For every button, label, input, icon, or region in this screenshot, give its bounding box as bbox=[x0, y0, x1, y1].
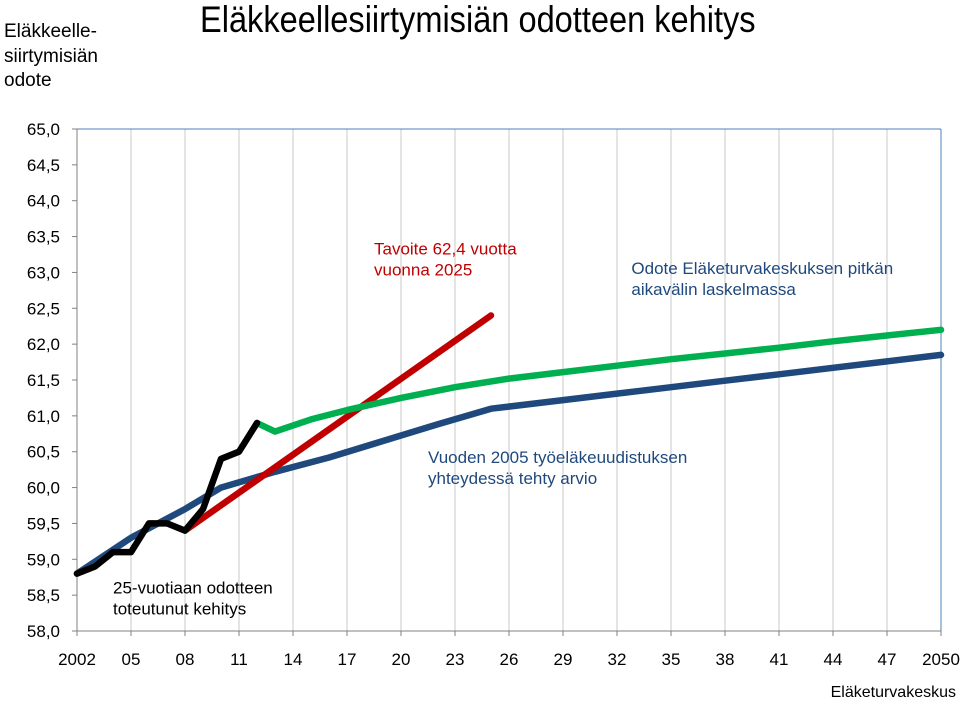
axes: 65,0 64,5 64,0 63,5 63,0 62,5 62,0 61,5 61,0 60,5… bbox=[27, 120, 960, 669]
y-tick-label: 61,5 bbox=[27, 371, 60, 390]
y-tick-label: 62,5 bbox=[27, 299, 60, 318]
x-tick-label: 41 bbox=[770, 650, 789, 669]
x-tick-label: 32 bbox=[608, 650, 627, 669]
series-annotation: Tavoite 62,4 vuotta bbox=[374, 240, 517, 259]
y-axis-label: Eläkkeelle- siirtymisiän odote bbox=[4, 20, 124, 94]
x-tick-label: 23 bbox=[446, 650, 465, 669]
y-axis-label-line: odote bbox=[4, 70, 52, 91]
series-annotation: yhteydessä tehty arvio bbox=[428, 469, 597, 488]
series-annotation: vuonna 2025 bbox=[374, 261, 472, 280]
annotations: 25-vuotiaan odotteen toteutunut kehitys Ta… bbox=[113, 240, 893, 619]
grid bbox=[130, 129, 942, 631]
source-credit: Eläketurvakeskus bbox=[830, 684, 956, 701]
y-tick-label: 64,5 bbox=[27, 156, 60, 175]
x-tick-label: 17 bbox=[338, 650, 357, 669]
x-tick-label: 47 bbox=[878, 650, 897, 669]
x-tick-label: 20 bbox=[392, 650, 411, 669]
y-tick-label: 60,5 bbox=[27, 443, 60, 462]
y-axis-label-line: siirtymisiän bbox=[4, 45, 98, 67]
y-tick-label: 62,0 bbox=[27, 335, 60, 354]
x-tick-label: 44 bbox=[824, 650, 843, 669]
y-tick-label: 61,0 bbox=[27, 407, 60, 426]
series-line bbox=[253, 326, 945, 435]
y-tick-label: 65,0 bbox=[27, 120, 60, 139]
y-tick-label: 59,5 bbox=[27, 514, 60, 533]
x-tick-label: 29 bbox=[554, 650, 573, 669]
y-tick-label: 63,0 bbox=[27, 263, 60, 282]
y-tick-label: 63,5 bbox=[27, 228, 60, 247]
x-tick-label: 11 bbox=[230, 650, 248, 669]
series-line bbox=[181, 312, 495, 534]
x-tick-label: 05 bbox=[122, 650, 141, 669]
x-tick-label: 35 bbox=[662, 650, 681, 669]
x-tick-label: 2002 bbox=[58, 650, 96, 669]
series-annotation: 25-vuotiaan odotteen bbox=[113, 579, 273, 598]
x-tick-label: 38 bbox=[716, 650, 735, 669]
y-axis-label-line: Eläkkeelle- bbox=[4, 21, 97, 42]
x-tick-label: 14 bbox=[284, 650, 303, 669]
y-tick-label: 58,0 bbox=[27, 622, 60, 641]
series-annotation: Vuoden 2005 työeläkeuudistuksen bbox=[428, 448, 687, 467]
x-tick-label: 26 bbox=[500, 650, 519, 669]
series-annotation: Odote Eläketurvakeskuksen pitkän bbox=[631, 259, 893, 278]
y-tick-label: 64,0 bbox=[27, 192, 60, 211]
x-tick-label: 2050 bbox=[922, 650, 960, 669]
x-tick-label: 08 bbox=[176, 650, 195, 669]
series-annotation: toteutunut kehitys bbox=[113, 600, 246, 619]
y-tick-label: 59,0 bbox=[27, 550, 60, 569]
y-tick-label: 58,5 bbox=[27, 586, 60, 605]
chart-title: Eläkkeellesiirtymisiän odotteen kehitys bbox=[200, 0, 756, 40]
y-tick-label: 60,0 bbox=[27, 479, 60, 498]
series-layer bbox=[73, 312, 945, 577]
series-line bbox=[73, 419, 261, 577]
series-annotation: aikavälin laskelmassa bbox=[631, 280, 796, 299]
